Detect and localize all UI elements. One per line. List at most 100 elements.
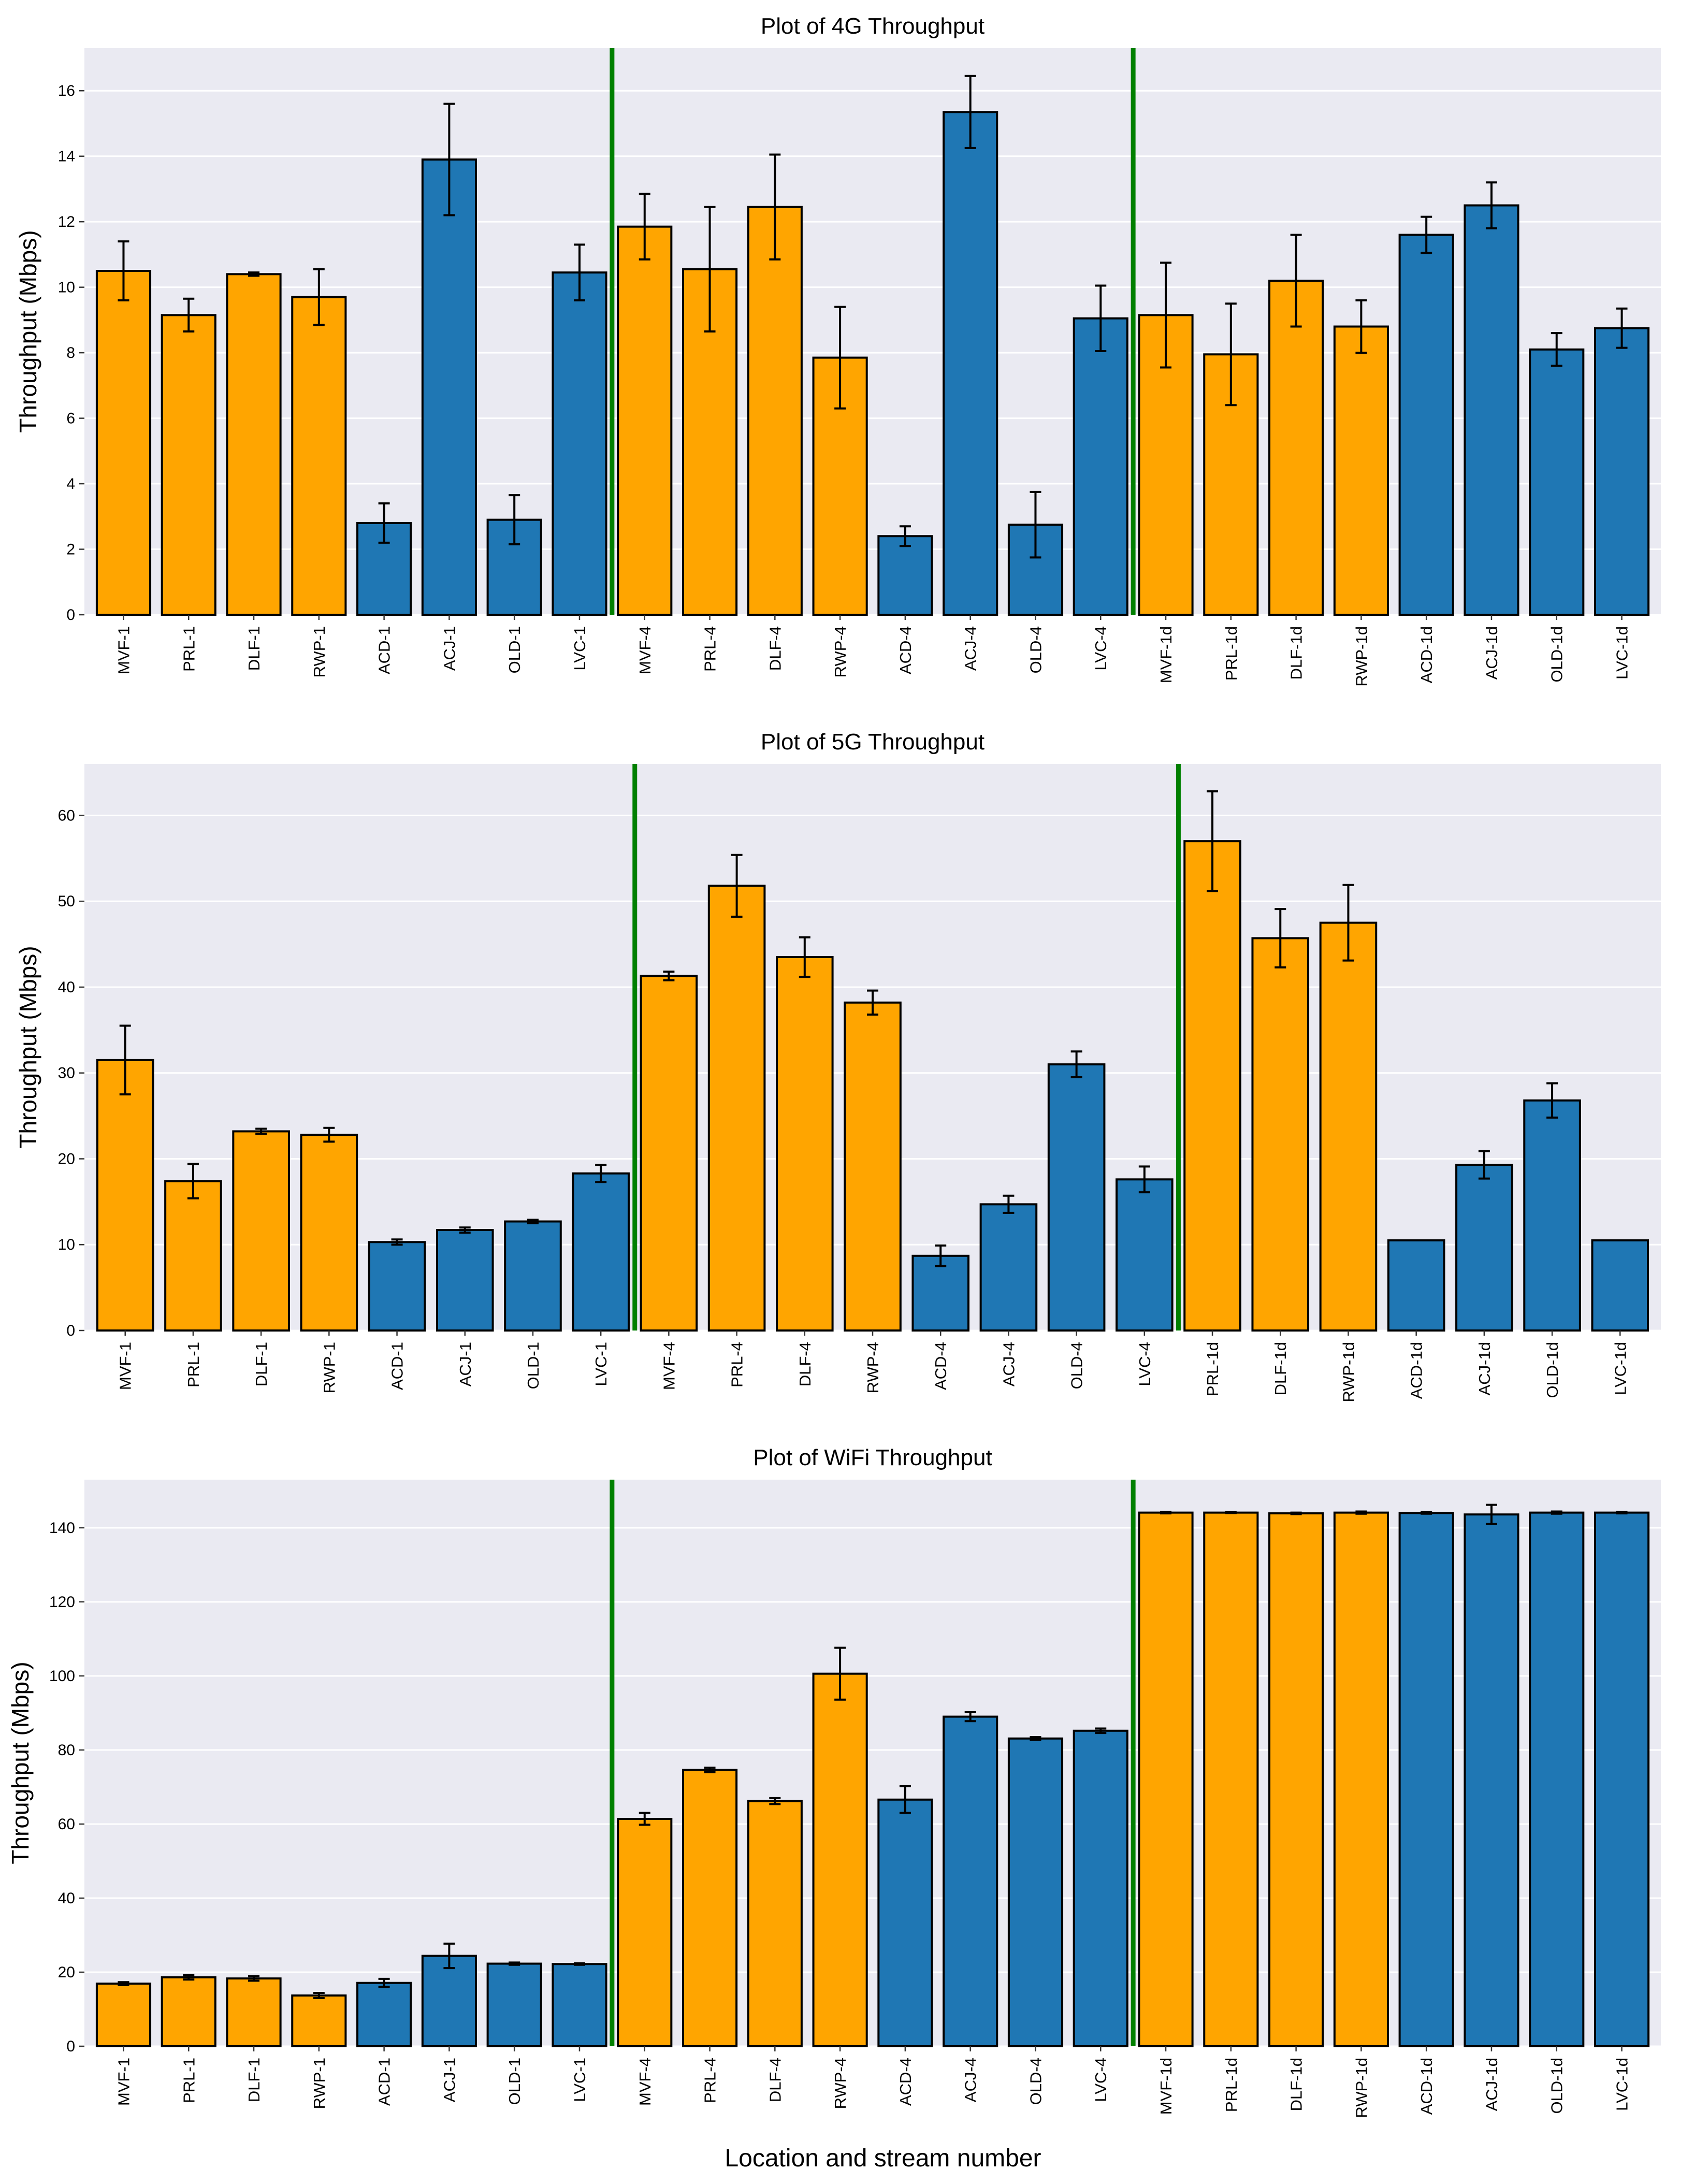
x-tick-label: ACJ-1 [440, 626, 458, 671]
x-tick-label: LVC-4 [1136, 1342, 1154, 1386]
x-tick-label: MVF-4 [636, 2058, 654, 2106]
y-tick-label: 30 [58, 1065, 75, 1082]
x-tick-label: LVC-1d [1611, 1342, 1629, 1395]
x-tick-label: ACJ-4 [962, 2058, 980, 2102]
chart-5g-throughput: 0 10 20 30 40 50 60 MVF-1 PRL-1 DLF-1 RWP-1 ACD-1 AC… [15, 729, 1661, 1402]
bar-ACD-1d [1398, 1512, 1454, 2048]
x-tick-label: DLF-1 [245, 626, 263, 671]
x-tick-label: MVF-1 [114, 2058, 133, 2106]
chart-title: Plot of 5G Throughput [761, 729, 984, 755]
y-axis-title: Throughput (Mbps) [15, 230, 41, 432]
bar-LVC-1 [552, 271, 607, 616]
x-tick-label: RWP-1d [1339, 1342, 1357, 1402]
bar-RWP-4 [844, 1001, 902, 1332]
x-tick-label: ACJ-1 [440, 2058, 458, 2102]
y-tick-label: 40 [58, 979, 75, 996]
bar-MVF-1d [1138, 1511, 1194, 2047]
y-tick-label: 20 [58, 1964, 75, 1981]
y-tick-label: 140 [49, 1520, 75, 1537]
x-tick-label: ACD-1 [388, 1342, 407, 1390]
x-tick-label: DLF-4 [766, 626, 784, 671]
bar-ACD-1 [368, 1241, 426, 1332]
bar-ACD-1 [356, 1981, 412, 2048]
bar-RWP-1 [300, 1134, 358, 1332]
bar-RWP-1 [291, 1994, 347, 2048]
x-tick-label: RWP-4 [831, 626, 849, 677]
x-tick-label: OLD-1d [1543, 1342, 1561, 1398]
bar-LVC-4 [1073, 317, 1128, 616]
bar-OLD-1d [1529, 1511, 1585, 2047]
x-tick-label: OLD-1 [524, 1342, 542, 1389]
x-tick-label: RWP-4 [864, 1342, 882, 1393]
bar-OLD-4 [1047, 1063, 1106, 1332]
bar-ACD-1d [1398, 234, 1454, 616]
bar-ACJ-1 [421, 158, 477, 616]
bar-DLF-1d [1268, 1512, 1324, 2047]
bar-PRL-4 [707, 885, 766, 1332]
bar-DLF-1 [226, 273, 282, 616]
bar-ACJ-4 [943, 111, 998, 616]
bar-RWP-1 [291, 296, 347, 616]
bar-ACD-4 [877, 1798, 933, 2048]
x-tick-label: RWP-1 [310, 626, 328, 677]
y-tick-label: 60 [58, 1816, 75, 1833]
bar-PRL-1 [164, 1180, 222, 1332]
bar-DLF-1d [1268, 279, 1324, 616]
x-tick-label: ACD-1d [1417, 626, 1436, 683]
bar-DLF-1d [1251, 937, 1310, 1332]
x-tick-label: ACJ-1d [1483, 626, 1501, 679]
bar-MVF-4 [617, 1817, 673, 2048]
bar-PRL-4 [682, 1769, 738, 2048]
x-tick-label: DLF-4 [796, 1342, 814, 1386]
bar-MVF-4 [617, 225, 673, 616]
bar-MVF-1 [95, 270, 152, 616]
bar-LVC-1 [552, 1963, 607, 2047]
bar-DLF-4 [747, 1800, 803, 2048]
x-tick-label: PRL-1 [180, 2058, 198, 2103]
x-tick-label: PRL-1 [184, 1342, 202, 1387]
x-tick-label: MVF-1d [1157, 626, 1175, 683]
bar-ACJ-1 [421, 1955, 477, 2047]
bar-DLF-1 [226, 1977, 282, 2047]
bar-ACJ-1d [1464, 204, 1519, 616]
y-tick-label: 40 [58, 1890, 75, 1907]
x-tick-label: DLF-1d [1271, 1342, 1290, 1395]
bar-LVC-1 [572, 1172, 630, 1332]
chart-title: Plot of WiFi Throughput [753, 1445, 992, 1470]
x-tick-label: PRL-1 [180, 626, 198, 672]
x-tick-label: MVF-1 [114, 626, 133, 674]
x-tick-label: DLF-1d [1287, 626, 1306, 679]
x-tick-label: RWP-1 [320, 1342, 338, 1393]
x-tick-label: RWP-1d [1352, 626, 1370, 687]
x-tick-label: MVF-4 [660, 1342, 678, 1390]
x-tick-label: LVC-1 [592, 1342, 610, 1386]
x-tick-label: PRL-1d [1222, 626, 1240, 681]
bar-RWP-1d [1333, 1511, 1389, 2047]
x-tick-label: PRL-4 [701, 626, 719, 672]
y-tick-label: 20 [58, 1150, 75, 1167]
x-tick-label: PRL-4 [701, 2058, 719, 2103]
bar-OLD-1d [1529, 348, 1585, 616]
bar-ACD-1d [1387, 1239, 1445, 1332]
plot-area [84, 1480, 1661, 2046]
x-tick-label: LVC-4 [1092, 2058, 1110, 2102]
x-tick-label: ACD-1d [1408, 1342, 1426, 1399]
y-tick-label: 100 [49, 1668, 75, 1685]
x-tick-label: ACJ-1d [1475, 1342, 1494, 1395]
x-tick-label: OLD-1d [1548, 626, 1566, 683]
y-tick-label: 0 [66, 606, 75, 624]
y-tick-label: 14 [58, 148, 75, 165]
x-tick-label: LVC-4 [1092, 626, 1110, 671]
x-tick-label: DLF-1 [245, 2058, 263, 2102]
x-tick-label: OLD-1 [505, 626, 524, 673]
bar-MVF-1 [96, 1059, 154, 1332]
bar-LVC-1d [1591, 1239, 1649, 1332]
plot-area [84, 48, 1661, 615]
bar-ACJ-1d [1455, 1164, 1513, 1332]
bar-ACJ-4 [943, 1715, 998, 2047]
bar-ACD-4 [877, 535, 933, 616]
bar-DLF-4 [747, 206, 803, 616]
x-tick-label: ACD-1 [375, 626, 394, 674]
bar-ACJ-1d [1464, 1513, 1519, 2048]
